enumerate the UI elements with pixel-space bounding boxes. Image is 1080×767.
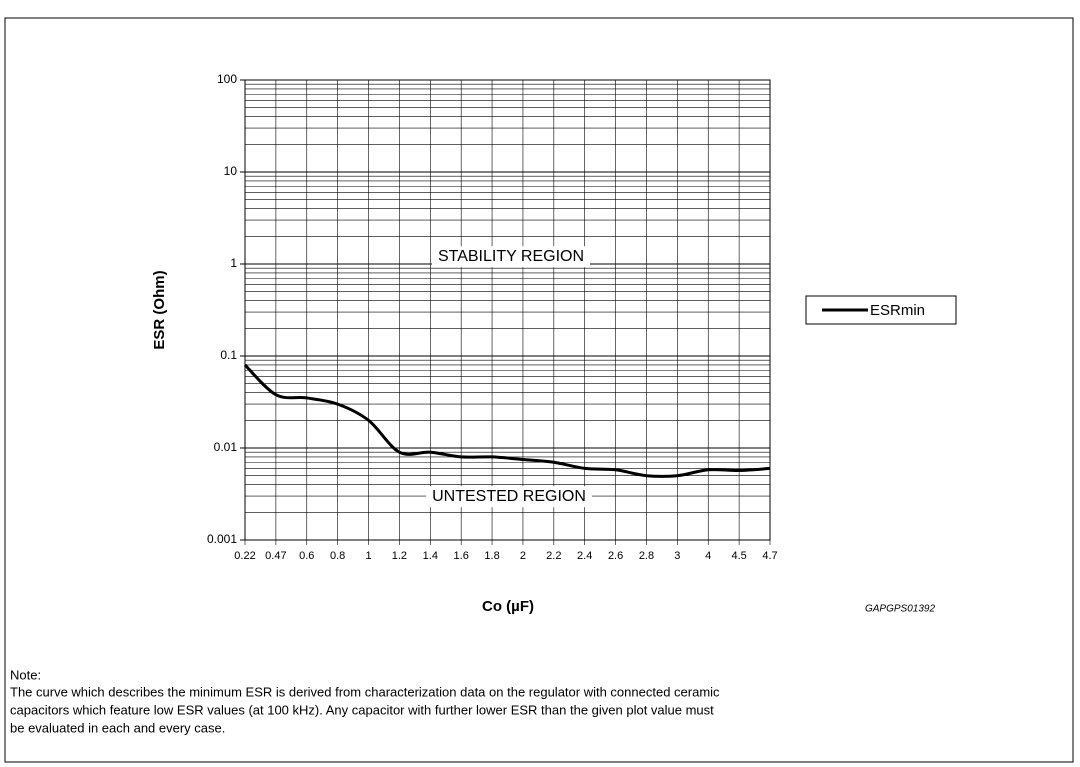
- x-tick-label: 2.6: [608, 550, 623, 562]
- x-tick-label: 0.47: [265, 550, 286, 562]
- plot-area: [244, 79, 771, 541]
- note-line: be evaluated in each and every case.: [10, 720, 225, 735]
- x-tick-label: 1.4: [423, 550, 438, 562]
- x-tick-label: 3: [674, 550, 680, 562]
- x-tick-label: 1.8: [484, 550, 499, 562]
- x-axis-label: Co (µF): [482, 598, 534, 615]
- x-tick-label: 4: [705, 550, 711, 562]
- x-tick-label: 0.6: [299, 550, 314, 562]
- x-tick-label: 4.5: [731, 550, 746, 562]
- y-tick-label: 0.1: [220, 348, 237, 362]
- x-tick-label: 1: [365, 550, 371, 562]
- x-tick-label: 2.8: [639, 550, 654, 562]
- annotation: UNTESTED REGION: [432, 488, 586, 505]
- note-label: Note:: [10, 667, 41, 682]
- y-tick-label: 0.001: [207, 532, 237, 546]
- legend-label: ESRmin: [870, 302, 925, 319]
- annotation-background: [426, 486, 592, 508]
- y-tick-label: 1: [230, 256, 237, 270]
- annotation-background: [431, 246, 591, 268]
- figure-code: GAPGPS01392: [865, 604, 935, 615]
- x-tick-label: 4.7: [762, 550, 777, 562]
- frame: [4, 17, 1074, 763]
- x-tick-label: 1.6: [454, 550, 469, 562]
- note-line: The curve which describes the minimum ES…: [10, 684, 720, 699]
- x-tick-label: 2.2: [546, 550, 561, 562]
- y-tick-label: 0.01: [214, 440, 238, 454]
- series-line: [243, 363, 771, 478]
- annotation: STABILITY REGION: [438, 248, 584, 265]
- x-tick-label: 0.8: [330, 550, 345, 562]
- x-tick-label: 2: [520, 550, 526, 562]
- y-tick-label: 100: [217, 72, 237, 86]
- x-tick-label: 0.22: [234, 550, 255, 562]
- y-axis-label: ESR (Ohm): [151, 270, 168, 349]
- x-tick-label: 2.4: [577, 550, 592, 562]
- note-line: capacitors which feature low ESR values …: [10, 702, 714, 717]
- y-tick-label: 10: [224, 164, 238, 178]
- x-tick-label: 1.2: [392, 550, 407, 562]
